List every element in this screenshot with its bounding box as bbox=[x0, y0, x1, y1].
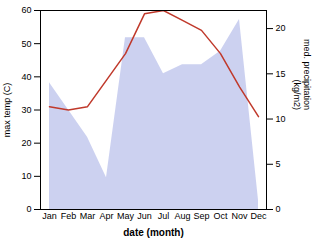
svg-text:May: May bbox=[117, 211, 135, 221]
svg-text:med. precipitation(kg/m2): med. precipitation(kg/m2) bbox=[292, 39, 312, 110]
svg-text:Jun: Jun bbox=[137, 211, 152, 221]
svg-text:Sep: Sep bbox=[193, 211, 209, 221]
svg-text:Nov: Nov bbox=[231, 211, 248, 221]
svg-text:Oct: Oct bbox=[213, 211, 228, 221]
svg-text:Dec: Dec bbox=[250, 211, 267, 221]
svg-text:Jul: Jul bbox=[158, 211, 170, 221]
svg-text:Feb: Feb bbox=[61, 211, 77, 221]
svg-text:date (month): date (month) bbox=[123, 227, 184, 238]
svg-text:50: 50 bbox=[21, 39, 31, 49]
svg-text:10: 10 bbox=[276, 114, 286, 124]
svg-text:15: 15 bbox=[276, 69, 286, 79]
svg-text:60: 60 bbox=[21, 5, 31, 15]
svg-text:Jan: Jan bbox=[42, 211, 57, 221]
svg-text:0: 0 bbox=[276, 204, 281, 214]
svg-text:30: 30 bbox=[21, 105, 31, 115]
svg-text:Mar: Mar bbox=[80, 211, 96, 221]
svg-text:20: 20 bbox=[276, 23, 286, 33]
svg-text:20: 20 bbox=[21, 138, 31, 148]
svg-text:10: 10 bbox=[21, 171, 31, 181]
svg-text:5: 5 bbox=[276, 159, 281, 169]
svg-text:Apr: Apr bbox=[99, 211, 113, 221]
svg-text:0: 0 bbox=[26, 204, 31, 214]
svg-text:40: 40 bbox=[21, 72, 31, 82]
svg-text:max temp (C): max temp (C) bbox=[2, 83, 12, 138]
svg-text:Aug: Aug bbox=[174, 211, 190, 221]
